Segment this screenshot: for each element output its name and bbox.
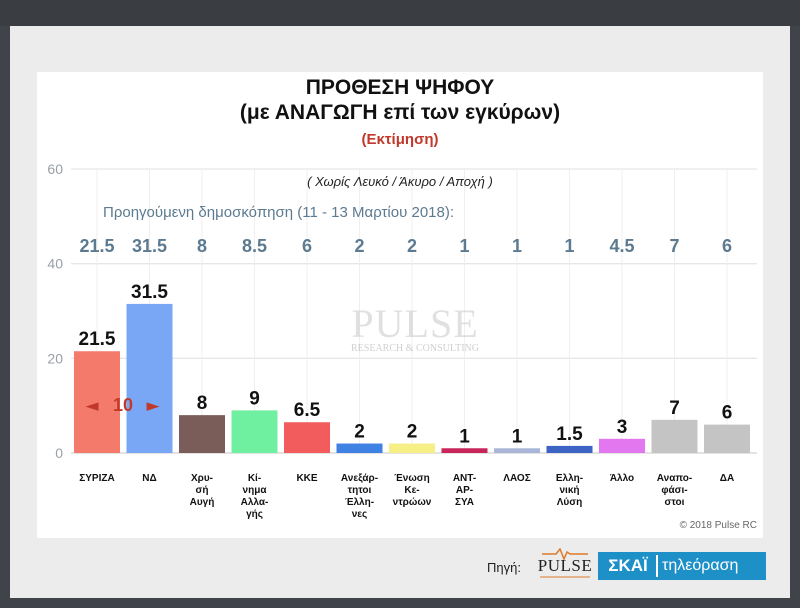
previous-value-label: 31.5 xyxy=(132,236,167,256)
previous-poll-label: Προηγούμενη δημοσκόπηση (11 - 13 Μαρτίου… xyxy=(103,204,455,221)
category-label: νική xyxy=(559,485,579,496)
category-label: ΔΑ xyxy=(720,473,734,484)
y-tick-label: 20 xyxy=(47,350,63,366)
bar-2 xyxy=(179,415,225,453)
category-label: Έλλη- xyxy=(345,497,374,508)
skai-logo-separator xyxy=(656,555,658,577)
previous-value-label: 6 xyxy=(722,236,732,256)
category-label: Ανεξάρ- xyxy=(341,473,378,484)
y-tick-label: 60 xyxy=(47,161,63,177)
chart-title-line2: (με ΑΝΑΓΩΓΗ επί των εγκύρων) xyxy=(239,101,561,124)
bar-10 xyxy=(599,438,645,453)
category-label: σή xyxy=(196,485,209,496)
bar-12 xyxy=(704,424,750,453)
value-label: 2 xyxy=(407,422,418,443)
bar-5 xyxy=(336,443,383,453)
category-label: νες xyxy=(352,509,368,520)
previous-value-label: 2 xyxy=(407,236,417,256)
category-label: Αυγή xyxy=(190,497,215,508)
previous-value-label: 7 xyxy=(669,236,679,256)
pulse-watermark: PULSE xyxy=(351,301,479,346)
previous-value-label: 1 xyxy=(512,236,522,256)
category-label: ΣΥΑ xyxy=(455,497,474,508)
previous-value-label: 2 xyxy=(354,236,364,256)
value-label: 1 xyxy=(512,426,523,447)
category-label: Λύση xyxy=(557,497,582,508)
chart-title-line1: ΠΡΟΘΕΣΗ ΨΗΦΟΥ xyxy=(305,76,495,99)
value-label: 1 xyxy=(459,426,470,447)
bar-3 xyxy=(231,410,278,453)
category-label: ΝΔ xyxy=(142,473,156,484)
value-label: 31.5 xyxy=(131,282,168,303)
category-label: Ελλη- xyxy=(556,473,583,484)
category-label: φάσι- xyxy=(661,485,687,496)
category-label: Κε- xyxy=(404,485,419,496)
bar-4 xyxy=(284,422,330,453)
category-label: Χρυ- xyxy=(191,473,213,484)
y-tick-label: 40 xyxy=(47,256,63,272)
value-label: 7 xyxy=(669,398,680,419)
bar-9 xyxy=(546,445,593,453)
chart-subtitle: (Εκτίμηση) xyxy=(361,131,439,148)
category-label: τητοι xyxy=(348,485,372,496)
previous-value-label: 8 xyxy=(197,236,207,256)
category-label: Αλλα- xyxy=(241,497,269,508)
pulse-logo-icon xyxy=(540,548,590,578)
category-label: στοι xyxy=(665,497,685,508)
copyright-text: © 2018 Pulse RC xyxy=(679,520,757,531)
source-label: Πηγή: xyxy=(487,560,521,575)
arrow-right-icon: ► xyxy=(146,396,160,416)
category-label: ΑΡ- xyxy=(456,485,473,496)
skai-logo-main: ΣΚΑΪ xyxy=(608,556,648,575)
bar-0 xyxy=(74,351,120,453)
skai-logo-sub: τηλεόραση xyxy=(662,557,739,574)
bar-11 xyxy=(651,419,698,453)
value-label: 6.5 xyxy=(294,400,321,421)
value-label: 8 xyxy=(197,393,208,414)
skai-logo xyxy=(598,552,766,580)
previous-value-label: 1 xyxy=(564,236,574,256)
category-label: Ένωση xyxy=(394,473,430,484)
category-label: νημα xyxy=(243,485,268,496)
value-label: 6 xyxy=(722,403,733,424)
value-label: 21.5 xyxy=(79,329,116,350)
arrow-left-icon: ◄ xyxy=(85,396,99,416)
value-label: 1.5 xyxy=(556,424,583,445)
previous-value-label: 6 xyxy=(302,236,312,256)
category-label: Άλλο xyxy=(610,473,634,484)
bar-8 xyxy=(494,448,540,453)
pulse-logo-text: PULSE xyxy=(537,556,593,575)
category-label: ΚΚΕ xyxy=(296,473,317,484)
category-label: ΣΥΡΙΖΑ xyxy=(79,473,114,484)
gap-annotation: 10 xyxy=(113,395,133,415)
previous-value-label: 8.5 xyxy=(242,236,267,256)
chart-note: ( Χωρίς Λευκό / Άκυρο / Αποχή ) xyxy=(307,174,493,189)
category-label: Αναπο- xyxy=(657,473,692,484)
bar-7 xyxy=(441,448,488,453)
bar-6 xyxy=(389,443,435,453)
value-label: 2 xyxy=(354,422,365,443)
value-label: 3 xyxy=(617,417,628,438)
previous-value-label: 1 xyxy=(459,236,469,256)
category-label: ντρώων xyxy=(393,497,432,508)
y-tick-label: 0 xyxy=(55,445,63,461)
previous-value-label: 4.5 xyxy=(609,236,634,256)
window-top-strip xyxy=(0,0,800,26)
pulse-watermark-sub: RESEARCH & CONSULTING xyxy=(351,343,479,354)
category-label: Κί- xyxy=(248,473,261,484)
bar-chart: 020406021.521.5ΣΥΡΙΖΑ31.531.5ΝΔ88Χρυ-σήΑ… xyxy=(47,161,757,520)
category-label: ΑΝΤ- xyxy=(453,473,476,484)
category-label: ΛΑΟΣ xyxy=(503,473,530,484)
bar-1 xyxy=(126,303,173,453)
previous-value-label: 21.5 xyxy=(79,236,114,256)
category-label: γής xyxy=(246,509,263,520)
value-label: 9 xyxy=(249,388,260,409)
